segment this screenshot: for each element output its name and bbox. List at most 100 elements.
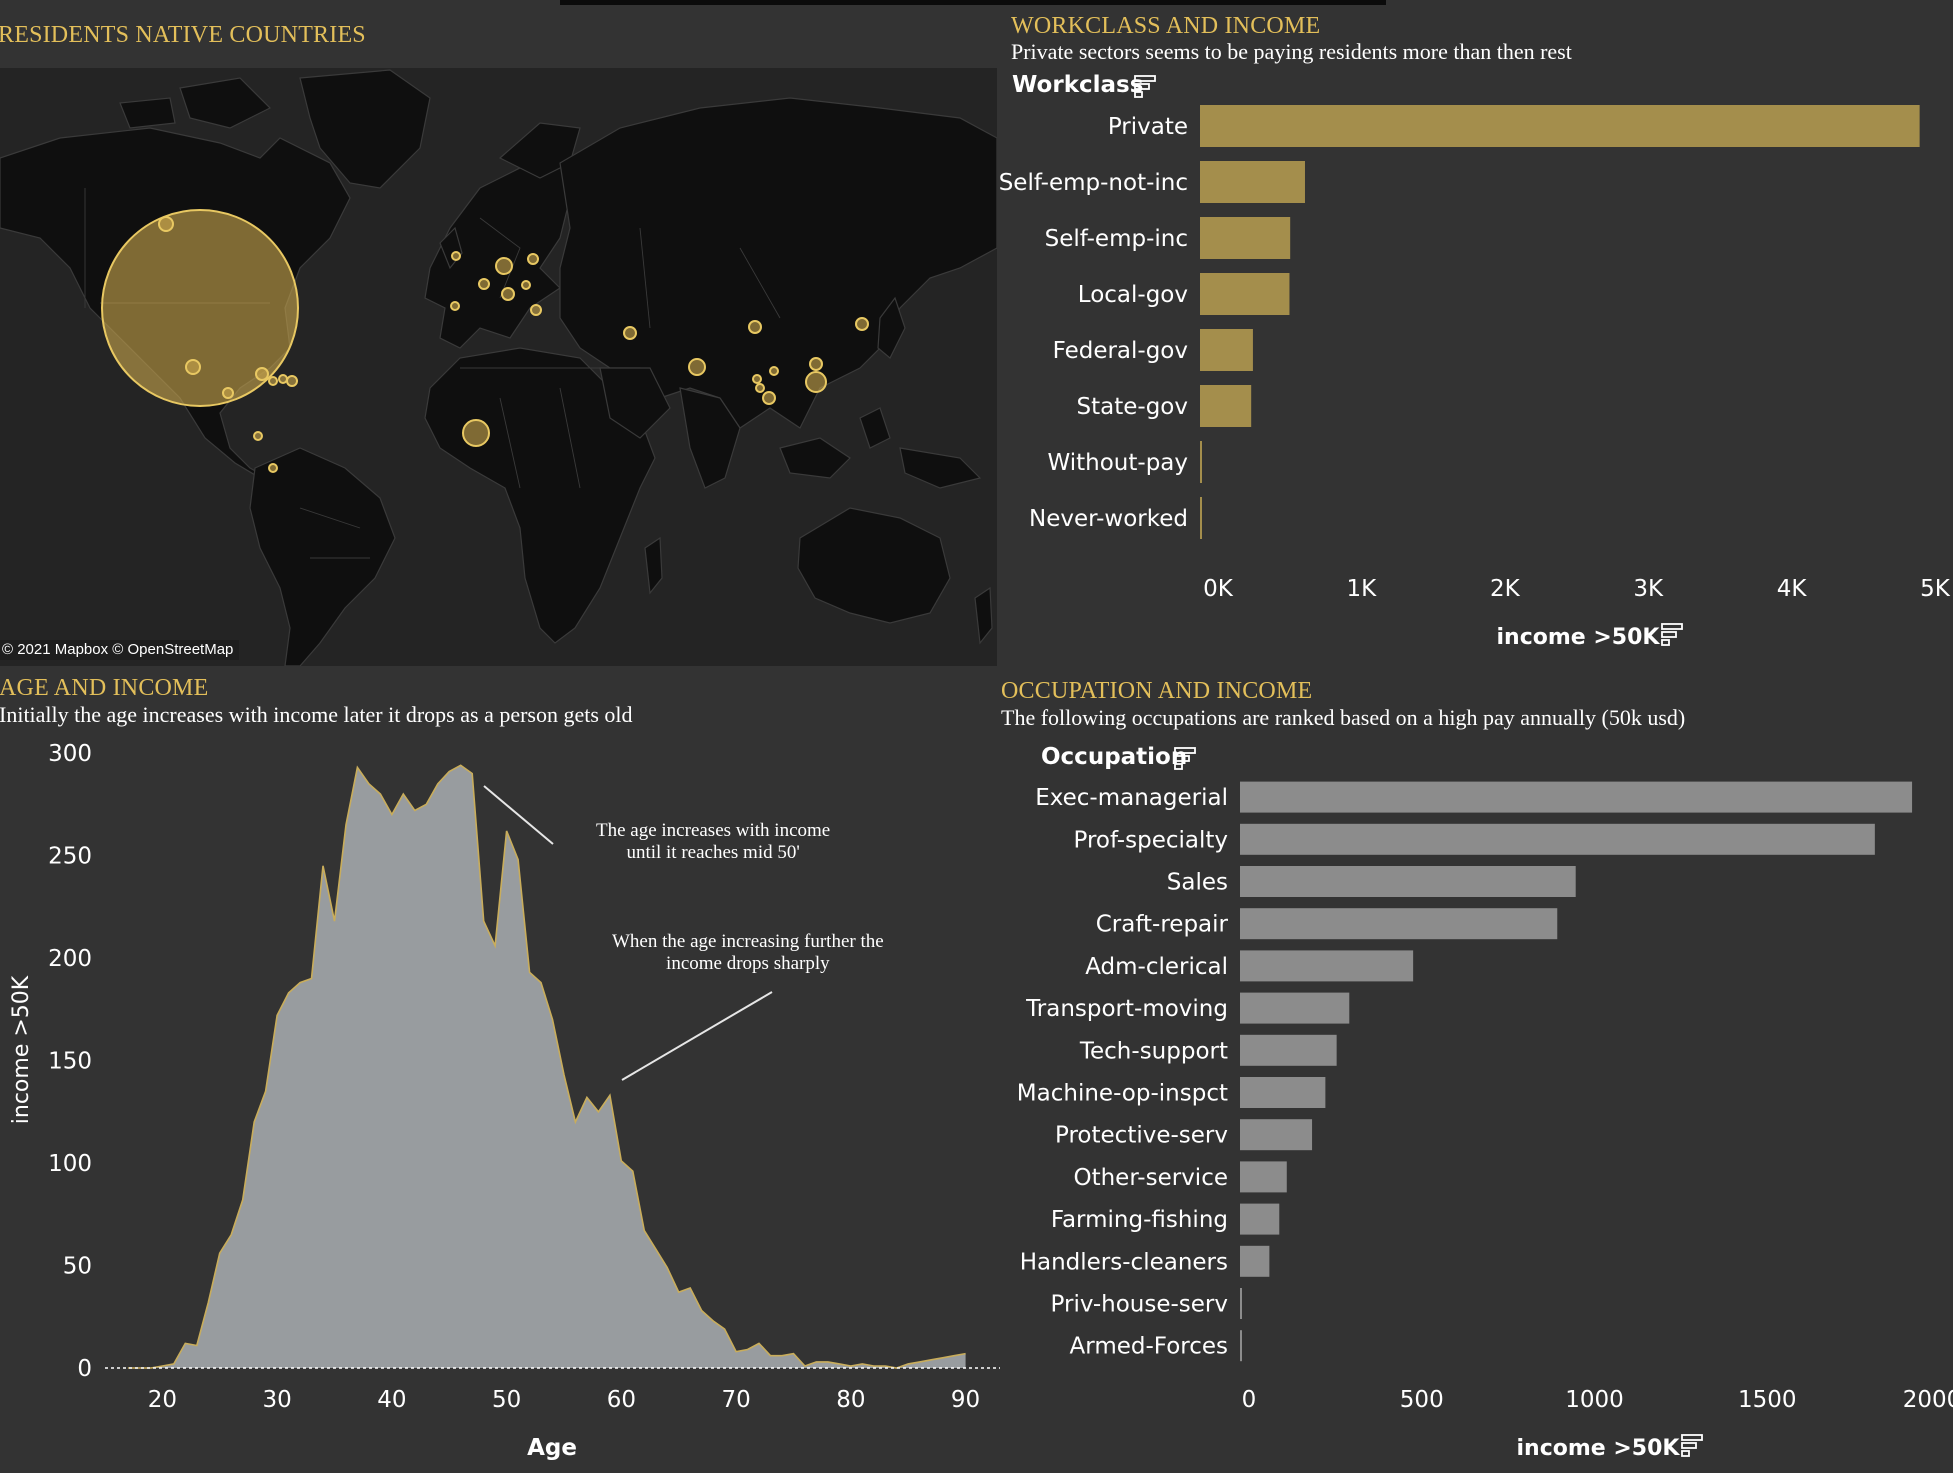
occupation-bar-priv-house-serv <box>1240 1288 1242 1319</box>
annotation-income-drop-line2: income drops sharply <box>666 953 830 974</box>
occupation-bar-transport-moving <box>1240 992 1350 1024</box>
workclass-label-self-emp-inc: Self-emp-inc <box>1045 226 1188 252</box>
map-credit[interactable]: © 2021 Mapbox © OpenStreetMap <box>0 640 240 660</box>
occupation-label-machine-op-inspct: Machine-op-inspct <box>1017 1081 1228 1107</box>
age-y-axis-label: income >50K <box>9 975 34 1124</box>
age-y-tick-300: 300 <box>48 741 92 767</box>
age-title: AGE AND INCOME <box>0 675 209 701</box>
occupation-bar-exec-managerial <box>1240 781 1913 813</box>
age-area-chart[interactable]: 0 50 100 150 200 250 300 income >50K 20 30 40 50 60 7… <box>0 740 1000 1470</box>
workclass-label-self-emp-not-inc: Self-emp-not-inc <box>1000 170 1188 196</box>
age-y-tick-250: 250 <box>48 844 92 870</box>
age-x-tick-50: 50 <box>492 1387 521 1413</box>
workclass-label-state-gov: State-gov <box>1077 394 1188 420</box>
workclass-x-axis-label: income >50K <box>1497 625 1661 650</box>
age-x-axis-label: Age <box>527 1435 577 1461</box>
occupation-bar-machine-op-inspct <box>1240 1077 1326 1108</box>
age-x-tick-70: 70 <box>721 1387 750 1413</box>
annotation-age-increase-line2: until it reaches mid 50' <box>626 842 800 863</box>
workclass-tick-3k: 3K <box>1633 576 1664 602</box>
occupation-bar-chart[interactable]: Occupation Exec-managerial Prof-specialty S… <box>1000 740 1953 1470</box>
occupation-bar-other-service <box>1240 1161 1287 1193</box>
workclass-bar-federal-gov <box>1200 329 1253 371</box>
occupation-bar-sales <box>1240 866 1576 897</box>
workclass-bar-chart[interactable]: Workclass Private Self-emp-not-inc Self-emp… <box>1000 68 1953 688</box>
annotation-income-drop: When the age increasing further the inco… <box>612 931 884 975</box>
workclass-x-sort-icon <box>1661 623 1683 646</box>
annotation-income-drop-line1: When the age increasing further the <box>612 931 884 952</box>
age-area <box>127 765 966 1368</box>
occupation-label-farming-fishing: Farming-fishing <box>1051 1207 1228 1233</box>
workclass-label-never-worked: Never-worked <box>1029 506 1188 532</box>
age-x-tick-80: 80 <box>836 1387 865 1413</box>
bubble-puerto-rico <box>255 367 269 381</box>
age-y-tick-50: 50 <box>63 1254 92 1280</box>
workclass-bar-private <box>1200 105 1920 147</box>
occupation-tick-0: 0 <box>1242 1387 1257 1413</box>
bubble-africa-point <box>462 419 490 447</box>
age-subtitle: Initially the age increases with income … <box>0 702 633 727</box>
annotation-pointer-1 <box>483 785 554 845</box>
workclass-tick-5k: 5K <box>1920 576 1951 602</box>
age-y-tick-0: 0 <box>77 1356 92 1382</box>
occupation-x-axis-label: income >50K <box>1517 1436 1681 1461</box>
occupation-title: OCCUPATION AND INCOME <box>1001 678 1313 704</box>
workclass-axis-title: Workclass <box>1012 72 1143 98</box>
occupation-bar-craft-repair <box>1240 908 1558 940</box>
map-title: RESIDENTS NATIVE COUNTRIES <box>0 22 366 48</box>
annotation-age-increase-line1: The age increases with income <box>596 820 831 841</box>
occupation-bar-farming-fishing <box>1240 1203 1280 1235</box>
workclass-subtitle: Private sectors seems to be paying resid… <box>1011 39 1572 64</box>
annotation-age-increase: The age increases with income until it r… <box>596 820 830 864</box>
workclass-bar-state-gov <box>1200 385 1252 427</box>
occupation-label-prof-specialty: Prof-specialty <box>1073 827 1228 853</box>
occupation-label-protective-serv: Protective-serv <box>1055 1123 1228 1149</box>
world-map[interactable]: © 2021 Mapbox © OpenStreetMap <box>0 68 997 666</box>
workclass-bar-never-worked <box>1200 497 1202 539</box>
occupation-sort-icon <box>1174 747 1196 770</box>
age-x-tick-40: 40 <box>377 1387 406 1413</box>
workclass-bar-self-emp-inc <box>1200 217 1291 259</box>
occupation-label-armed-forces: Armed-Forces <box>1070 1334 1228 1360</box>
occupation-label-adm-clerical: Adm-clerical <box>1085 954 1228 980</box>
workclass-tick-0k: 0K <box>1203 576 1234 602</box>
workclass-tick-4k: 4K <box>1777 576 1808 602</box>
age-x-tick-20: 20 <box>148 1387 177 1413</box>
workclass-bar-self-emp-not-inc <box>1200 161 1305 203</box>
occupation-label-sales: Sales <box>1167 870 1228 896</box>
occupation-label-exec-managerial: Exec-managerial <box>1035 785 1228 811</box>
age-x-tick-60: 60 <box>607 1387 636 1413</box>
occupation-bar-protective-serv <box>1240 1119 1313 1151</box>
workclass-label-private: Private <box>1108 114 1188 140</box>
workclass-sort-icon <box>1134 75 1156 98</box>
workclass-bar-without-pay <box>1200 441 1202 483</box>
occupation-label-handlers-cleaners: Handlers-cleaners <box>1020 1249 1228 1275</box>
occupation-bar-tech-support <box>1240 1034 1337 1066</box>
occupation-label-craft-repair: Craft-repair <box>1096 912 1229 938</box>
workclass-label-federal-gov: Federal-gov <box>1053 338 1188 364</box>
bubble-mexico <box>185 359 201 375</box>
workclass-label-local-gov: Local-gov <box>1078 282 1188 308</box>
workclass-tick-2k: 2K <box>1490 576 1521 602</box>
occupation-bar-prof-specialty <box>1240 823 1875 855</box>
map-bubbles[interactable] <box>0 68 997 666</box>
workclass-label-without-pay: Without-pay <box>1048 450 1189 476</box>
workclass-tick-1k: 1K <box>1347 576 1378 602</box>
workclass-title: WORKCLASS AND INCOME <box>1011 13 1321 39</box>
bubble-cuba <box>222 387 234 399</box>
age-y-tick-200: 200 <box>48 946 92 972</box>
occupation-label-priv-house-serv: Priv-house-serv <box>1051 1292 1228 1318</box>
age-y-tick-150: 150 <box>48 1049 92 1075</box>
occupation-tick-1500: 1500 <box>1738 1387 1797 1413</box>
top-dark-bar <box>560 0 1386 5</box>
age-x-tick-90: 90 <box>951 1387 980 1413</box>
occupation-tick-500: 500 <box>1400 1387 1444 1413</box>
age-y-tick-100: 100 <box>48 1151 92 1177</box>
workclass-bar-local-gov <box>1200 273 1290 315</box>
annotation-pointer-2 <box>621 991 773 1081</box>
bubble-canada <box>158 216 174 232</box>
occupation-bar-handlers-cleaners <box>1240 1245 1270 1277</box>
bubble-united-states <box>101 209 299 407</box>
age-x-tick-30: 30 <box>262 1387 291 1413</box>
occupation-bar-armed-forces <box>1240 1330 1242 1362</box>
